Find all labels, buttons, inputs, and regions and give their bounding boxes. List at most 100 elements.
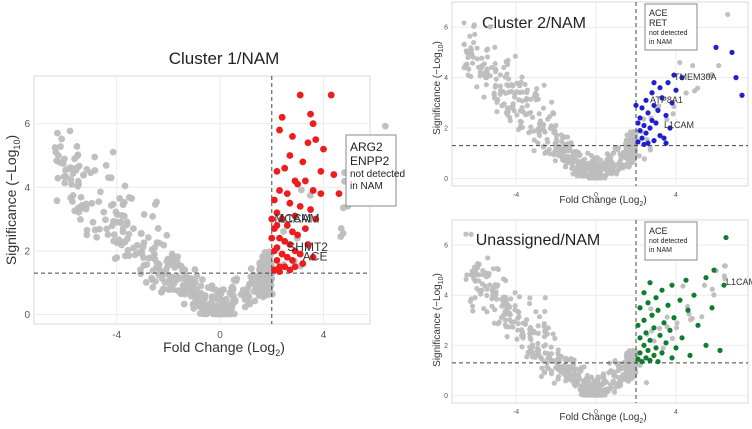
data-point-significant xyxy=(669,355,675,361)
data-point-background xyxy=(628,355,635,362)
data-point-background xyxy=(214,295,222,303)
data-point-significant xyxy=(299,158,307,166)
data-point-background xyxy=(594,175,600,181)
data-point-background xyxy=(562,357,569,363)
data-point-background xyxy=(531,148,537,154)
data-point-background xyxy=(680,283,686,289)
data-point-background xyxy=(62,173,70,181)
data-point-significant xyxy=(301,177,309,185)
data-point-background xyxy=(91,226,99,234)
data-point-significant xyxy=(645,347,651,353)
data-point-background xyxy=(602,392,608,398)
svg-text:Fold Change (Log2): Fold Change (Log2) xyxy=(559,195,646,208)
data-point-significant xyxy=(286,199,294,207)
data-point-background xyxy=(664,314,670,320)
data-point-background xyxy=(507,311,513,317)
data-point-background xyxy=(74,151,82,159)
data-point-significant xyxy=(645,140,651,146)
data-point-background xyxy=(77,193,85,201)
data-point-background xyxy=(492,44,498,50)
data-point-significant xyxy=(679,75,685,81)
data-point-background xyxy=(533,309,539,315)
data-point-significant xyxy=(273,257,281,264)
data-point-background xyxy=(464,272,470,278)
data-point-significant xyxy=(655,307,661,313)
background-points xyxy=(461,11,731,181)
data-point-background xyxy=(113,218,121,226)
data-point-significant xyxy=(312,136,320,143)
data-point-significant xyxy=(683,277,689,283)
data-point-background xyxy=(237,291,245,299)
data-point-background xyxy=(527,109,534,116)
data-point-background xyxy=(502,74,508,80)
background-points xyxy=(51,122,389,318)
data-point-background xyxy=(490,294,496,300)
data-point-significant xyxy=(653,345,659,351)
data-point-background xyxy=(531,137,537,143)
data-point-significant xyxy=(281,164,289,172)
data-point-background xyxy=(165,286,173,294)
data-point-background xyxy=(546,354,552,360)
data-point-background xyxy=(529,354,536,360)
data-point-significant xyxy=(645,300,651,306)
data-point-background xyxy=(485,255,491,261)
data-point-background xyxy=(168,250,176,258)
data-point-background xyxy=(102,162,110,169)
data-point-significant xyxy=(651,138,657,144)
data-point-background xyxy=(195,295,203,303)
x-axis-label: Fold Change (Log2) xyxy=(559,195,646,208)
data-point-background xyxy=(484,292,490,299)
data-point-background xyxy=(542,129,548,135)
data-point-background xyxy=(145,254,153,262)
y-axis-label: Significance (−Log10) xyxy=(432,273,445,367)
annotation-line: ENPP2 xyxy=(350,154,390,168)
data-point-background xyxy=(151,244,159,252)
svg-text:Fold Change (Log2): Fold Change (Log2) xyxy=(559,412,646,425)
data-point-significant xyxy=(687,352,693,358)
data-point-background xyxy=(120,198,128,206)
data-point-background xyxy=(539,365,545,371)
data-point-background xyxy=(549,99,555,105)
data-point-background xyxy=(569,165,575,172)
data-point-significant xyxy=(276,234,283,242)
data-point-background xyxy=(701,282,708,288)
data-point-background xyxy=(487,282,493,288)
y-tick-label: 4 xyxy=(24,183,30,194)
gene-label: L1CAM xyxy=(280,211,320,225)
data-point-background xyxy=(166,276,173,284)
data-point-background xyxy=(542,295,548,301)
data-point-background xyxy=(297,186,305,194)
data-point-background xyxy=(617,159,623,165)
data-point-background xyxy=(474,45,480,51)
data-point-significant xyxy=(657,85,663,91)
data-point-background xyxy=(588,174,594,180)
data-point-background xyxy=(552,158,558,164)
data-point-significant xyxy=(276,126,283,134)
y-tick-label: 6 xyxy=(444,25,448,32)
data-point-background xyxy=(137,270,145,278)
data-point-significant xyxy=(655,359,661,365)
data-point-background xyxy=(674,320,680,326)
data-point-background xyxy=(578,173,584,179)
data-point-background xyxy=(518,327,525,333)
data-point-background xyxy=(555,373,562,380)
data-point-background xyxy=(547,151,553,157)
x-tick-label: -4 xyxy=(513,409,519,416)
data-point-background xyxy=(527,344,533,350)
data-point-background xyxy=(502,317,508,323)
y-tick-label: 4 xyxy=(444,75,448,82)
data-point-background xyxy=(54,152,62,160)
y-axis-label: Significance (−Log10) xyxy=(3,135,22,265)
svg-text:Significance (−Log10): Significance (−Log10) xyxy=(3,135,22,265)
data-point-significant xyxy=(278,113,286,121)
data-point-significant xyxy=(723,234,729,241)
data-point-background xyxy=(54,174,62,182)
data-point-background xyxy=(541,369,547,375)
data-point-background xyxy=(587,386,593,393)
data-point-background xyxy=(508,88,515,95)
data-point-background xyxy=(612,380,618,386)
data-point-background xyxy=(177,290,185,297)
data-point-background xyxy=(508,296,514,302)
data-point-background xyxy=(536,132,543,139)
cluster2-volcano-panel: Cluster 2/NAM Significance (−Log10) Fold… xyxy=(432,1,749,208)
